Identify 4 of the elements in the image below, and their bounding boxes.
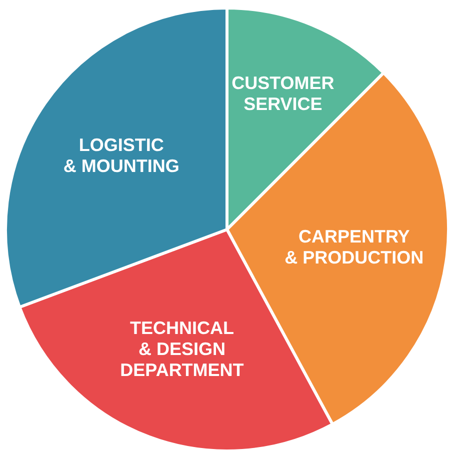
slice-label: TECHNICAL & DESIGN DEPARTMENT — [120, 318, 244, 380]
slice-label: CARPENTRY & PRODUCTION — [284, 226, 424, 268]
slice-label: LOGISTIC & MOUNTING — [63, 134, 180, 176]
slice-label: CUSTOMER SERVICE — [232, 72, 334, 114]
